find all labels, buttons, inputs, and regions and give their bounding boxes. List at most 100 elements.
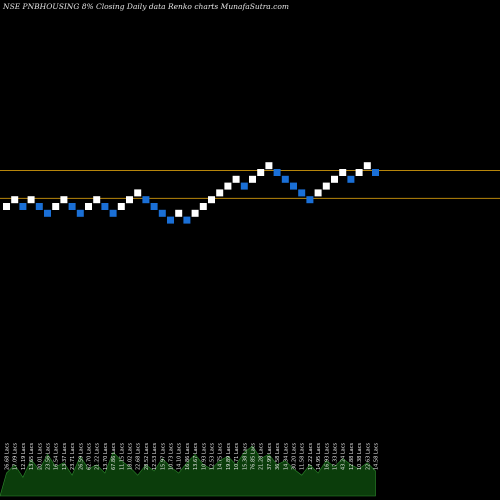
volume-label: 20.01 Lacs	[37, 442, 43, 470]
volume-label: 76.85 Lacs	[251, 442, 257, 470]
volume-label: 14.95 Lacs	[316, 442, 322, 470]
volume-label: 22.63 Lacs	[365, 442, 371, 470]
volume-label: 23.56 Lacs	[46, 442, 52, 470]
volume-label: 26.59 Lacs	[78, 442, 84, 470]
renko-brick-up	[216, 189, 224, 197]
volume-label: 23.71 Lacs	[70, 442, 76, 470]
renko-brick-down	[35, 203, 43, 210]
volume-label: 18.02 Lacs	[128, 442, 134, 470]
volume-label: 10.71 Lacs	[234, 442, 240, 470]
volume-label: 11.58 Lacs	[300, 442, 306, 470]
renko-brick-down	[158, 209, 166, 217]
volume-label: 13.65 Lacs	[29, 442, 35, 470]
renko-brick-up	[249, 175, 256, 183]
renko-brick-up	[60, 196, 68, 204]
volume-label: 21.22 Lacs	[95, 442, 101, 470]
renko-brick-down	[76, 209, 84, 217]
volume-label: 13.67 Lacs	[193, 442, 199, 470]
volume-label: 13.70 Lacs	[103, 442, 109, 470]
volume-label: 16.93 Lacs	[324, 442, 330, 470]
renko-brick-up	[191, 209, 199, 217]
renko-brick-down	[68, 203, 76, 210]
volume-label: 17.33 Lacs	[333, 442, 339, 470]
volume-label: 10.73 Lacs	[169, 442, 175, 470]
renko-brick-down	[142, 196, 150, 204]
renko-brick-up	[126, 196, 133, 204]
renko-brick-down	[183, 216, 191, 224]
volume-label: 36.58 Lacs	[275, 442, 281, 470]
volume-label: 14.75 Lacs	[218, 442, 224, 470]
volume-label: 62.70 Lacs	[87, 442, 93, 470]
renko-brick-up	[85, 203, 92, 210]
renko-brick-up	[257, 169, 265, 176]
renko-brick-up	[3, 203, 10, 210]
renko-brick-up	[314, 189, 322, 197]
volume-label: 26.68 Lacs	[5, 442, 11, 470]
volume-label: 19.89 Lacs	[226, 442, 232, 470]
renko-brick-up	[93, 196, 101, 204]
renko-brick-up	[232, 175, 240, 183]
volume-label: 12.53 Lacs	[152, 442, 158, 470]
renko-brick-down	[290, 182, 297, 190]
volume-label: 12.53 Lacs	[210, 442, 216, 470]
renko-brick-down	[240, 182, 248, 190]
volume-label: 14.34 Lacs	[283, 442, 289, 470]
volume-label: 16.54 Lacs	[54, 442, 60, 470]
renko-brick-up	[331, 175, 338, 183]
renko-brick-down	[101, 203, 109, 210]
renko-brick-down	[167, 216, 174, 224]
volume-label: 17.09 Lacs	[13, 442, 19, 470]
renko-brick-up	[265, 162, 273, 170]
renko-brick-up	[11, 196, 19, 204]
volume-label: 14.10 Lacs	[177, 442, 183, 470]
renko-bricks	[3, 162, 379, 224]
renko-brick-up	[224, 182, 232, 190]
volume-label: 15.38 Lacs	[242, 442, 248, 470]
renko-brick-down	[19, 203, 27, 210]
volume-label: 12.19 Lacs	[21, 442, 27, 470]
renko-brick-down	[150, 203, 158, 210]
volume-label: 28.52 Lacs	[144, 442, 150, 470]
renko-brick-down	[306, 196, 314, 204]
renko-brick-down	[372, 169, 379, 176]
renko-brick-up	[27, 196, 35, 204]
volume-label: 30.20 Lacs	[292, 442, 298, 470]
chart-title: NSE PNBHOUSING 8% Closing Daily data Ren…	[3, 2, 289, 11]
volume-label: 22.68 Lacs	[136, 442, 142, 470]
renko-brick-down	[281, 175, 289, 183]
renko-brick-down	[347, 175, 355, 183]
renko-brick-up	[322, 182, 330, 190]
volume-label: 13.37 Lacs	[62, 442, 68, 470]
renko-brick-down	[273, 169, 281, 176]
renko-brick-up	[363, 162, 371, 170]
renko-brick-up	[199, 203, 207, 210]
renko-brick-down	[298, 189, 306, 197]
volume-label: 10.93 Lacs	[201, 442, 207, 470]
volume-label: 43.24 Lacs	[341, 442, 347, 470]
volume-label: 16.86 Lacs	[185, 442, 191, 470]
volume-label: 67.86 Lacs	[111, 442, 117, 470]
volume-label: 10.38 Lacs	[357, 442, 363, 470]
renko-brick-up	[134, 189, 142, 197]
renko-brick-up	[117, 203, 125, 210]
volume-label: 15.97 Lacs	[160, 442, 166, 470]
volume-label: 37.99 Lacs	[267, 442, 273, 470]
volume-label: 17.22 Lacs	[308, 442, 314, 470]
renko-brick-up	[175, 209, 183, 217]
renko-brick-down	[44, 209, 51, 217]
renko-brick-down	[109, 209, 117, 217]
volume-area	[0, 445, 376, 497]
renko-brick-up	[208, 196, 215, 204]
volume-label: 12.88 Lacs	[349, 442, 355, 470]
volume-label: 21.28 Lacs	[259, 442, 265, 470]
volume-label: 11.15 Lacs	[119, 442, 125, 470]
renko-brick-up	[339, 169, 347, 176]
volume-series	[0, 445, 376, 497]
renko-brick-up	[355, 169, 363, 176]
volume-label: 14.58 Lacs	[374, 442, 380, 470]
renko-brick-up	[52, 203, 60, 210]
volume-labels: 26.68 Lacs 17.09 Lacs 12.19 Lacs 13.65 Lacs…	[5, 442, 380, 470]
reference-lines	[0, 169, 500, 199]
